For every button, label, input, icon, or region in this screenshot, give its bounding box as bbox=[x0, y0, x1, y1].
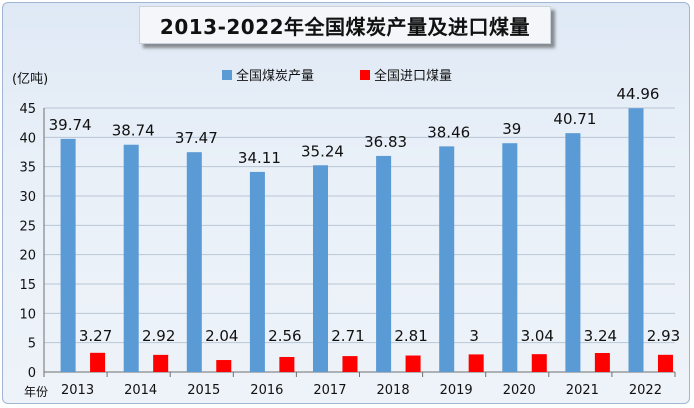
data-label-production: 34.11 bbox=[238, 149, 281, 167]
bar-import bbox=[531, 354, 547, 372]
legend-swatch bbox=[360, 70, 370, 80]
bar-production bbox=[249, 171, 265, 372]
bar-production bbox=[439, 146, 455, 372]
y-tick-label: 0 bbox=[28, 366, 36, 381]
bar-production bbox=[628, 108, 644, 372]
data-label-production: 37.47 bbox=[175, 129, 218, 147]
legend-swatch bbox=[222, 70, 232, 80]
x-tick-label: 2016 bbox=[250, 383, 283, 398]
data-label-import: 3.27 bbox=[79, 327, 112, 345]
data-label-production: 38.46 bbox=[427, 123, 470, 141]
data-label-import: 2.04 bbox=[205, 327, 238, 345]
data-label-production: 39.74 bbox=[49, 116, 92, 134]
y-tick-label: 40 bbox=[19, 131, 36, 146]
data-label-production: 38.74 bbox=[112, 122, 155, 140]
data-label-import: 2.93 bbox=[647, 327, 680, 345]
data-label-import: 2.71 bbox=[331, 327, 364, 345]
x-axis-label: 年份 bbox=[24, 385, 48, 399]
data-label-import: 3 bbox=[469, 327, 479, 345]
data-label-production: 36.83 bbox=[364, 133, 407, 151]
x-tick-label: 2022 bbox=[629, 383, 662, 398]
y-tick-label: 15 bbox=[19, 278, 36, 293]
y-tick-label: 25 bbox=[19, 219, 36, 234]
chart-title: 2013-2022年全国煤炭产量及进口煤量 bbox=[139, 6, 551, 44]
x-tick-label: 2021 bbox=[566, 383, 599, 398]
x-tick-label: 2014 bbox=[124, 383, 157, 398]
y-tick-label: 5 bbox=[28, 337, 36, 352]
x-tick-label: 2015 bbox=[187, 383, 220, 398]
bar-import bbox=[342, 356, 358, 372]
data-label-production: 44.96 bbox=[617, 85, 660, 103]
bar-import bbox=[153, 354, 169, 372]
data-label-import: 3.04 bbox=[521, 327, 554, 345]
bar-import bbox=[405, 355, 421, 372]
bar-import bbox=[216, 360, 232, 372]
x-axis: 2013 2014 2015 2016 2017 2018 2019 2020 2021 2022 bbox=[43, 372, 676, 398]
bar-import bbox=[657, 354, 673, 372]
legend: 全国煤炭产量 全国进口煤量 bbox=[222, 68, 452, 84]
data-labels: 39.74 3.27 38.74 2.92 37.47 2.04 34.11 2.56 35.2… bbox=[49, 85, 681, 345]
y-tick-label: 45 bbox=[19, 102, 36, 117]
chart-title-text: 2013-2022年全国煤炭产量及进口煤量 bbox=[159, 14, 531, 39]
x-tick-label: 2017 bbox=[313, 383, 346, 398]
x-tick-label: 2019 bbox=[440, 383, 473, 398]
y-axis: 0 5 10 15 20 25 30 35 40 45 bbox=[19, 102, 45, 381]
bar-production bbox=[60, 138, 76, 372]
x-tick-label: 2020 bbox=[503, 383, 536, 398]
data-label-production: 35.24 bbox=[301, 142, 344, 160]
legend-label: 全国煤炭产量 bbox=[236, 68, 314, 84]
bar-production bbox=[186, 152, 202, 372]
x-tick-label: 2013 bbox=[61, 383, 94, 398]
y-tick-label: 10 bbox=[19, 307, 36, 322]
bar-import bbox=[468, 354, 484, 372]
bar-production bbox=[502, 143, 518, 372]
bar-import bbox=[279, 356, 295, 372]
data-label-import: 2.81 bbox=[394, 327, 427, 345]
bar-import bbox=[90, 352, 106, 372]
y-tick-label: 30 bbox=[19, 190, 36, 205]
y-tick-label: 35 bbox=[19, 161, 36, 176]
bar-production bbox=[312, 165, 329, 372]
y-tick-label: 20 bbox=[19, 249, 36, 264]
bar-production bbox=[565, 133, 581, 372]
data-label-import: 2.56 bbox=[268, 327, 301, 345]
bar-import bbox=[594, 352, 610, 372]
legend-label: 全国进口煤量 bbox=[374, 68, 452, 84]
y-axis-unit-label: (亿吨) bbox=[12, 72, 48, 87]
data-label-production: 40.71 bbox=[553, 110, 596, 128]
x-tick-label: 2018 bbox=[377, 383, 410, 398]
data-label-import: 2.92 bbox=[142, 327, 175, 345]
bars bbox=[60, 108, 673, 372]
data-label-import: 3.24 bbox=[584, 327, 617, 345]
data-label-production: 39 bbox=[502, 120, 521, 138]
bar-production bbox=[123, 144, 139, 372]
bar-production bbox=[376, 155, 392, 372]
